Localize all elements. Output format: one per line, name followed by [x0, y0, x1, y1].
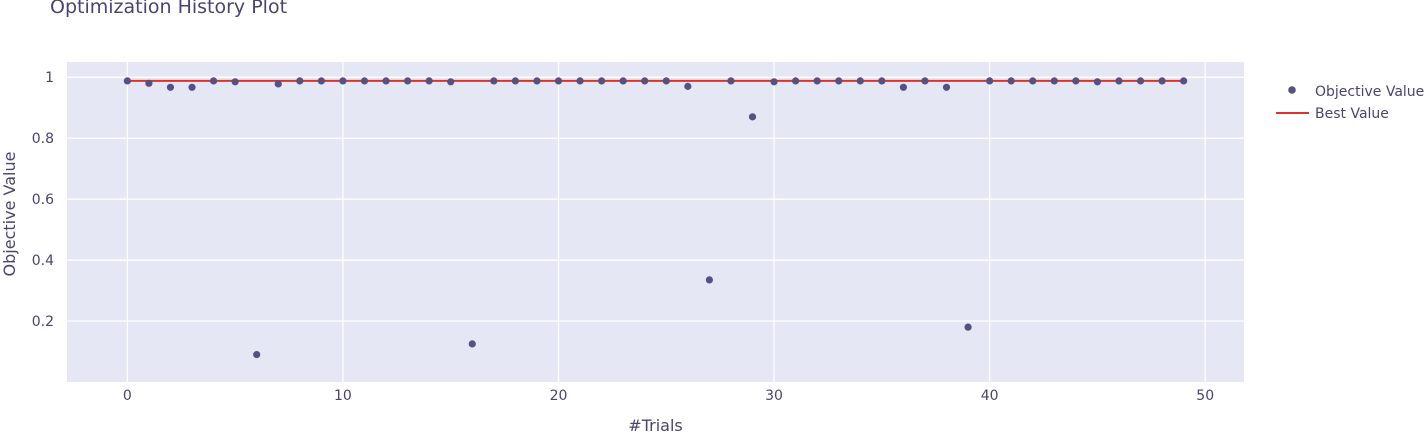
- objective-value-point[interactable]: [1007, 77, 1015, 85]
- objective-value-point[interactable]: [360, 77, 369, 85]
- y-tick-label: 0.4: [32, 253, 54, 269]
- objective-value-point[interactable]: [447, 78, 455, 86]
- objective-value-point[interactable]: [835, 77, 843, 85]
- objective-value-point[interactable]: [231, 78, 239, 86]
- legend-label-objective-value: Objective Value: [1315, 84, 1424, 100]
- x-tick-label: 10: [334, 388, 352, 404]
- objective-value-point[interactable]: [425, 77, 433, 85]
- objective-value-point[interactable]: [662, 77, 670, 85]
- objective-value-point[interactable]: [339, 77, 347, 85]
- objective-value-point[interactable]: [317, 77, 325, 85]
- objective-value-point[interactable]: [166, 83, 175, 91]
- legend-marker-dot: [1288, 86, 1296, 94]
- objective-value-point[interactable]: [1050, 77, 1058, 85]
- objective-value-point[interactable]: [1115, 77, 1123, 85]
- objective-value-point[interactable]: [188, 83, 196, 91]
- objective-value-point[interactable]: [576, 77, 584, 85]
- y-tick-label: 0.8: [32, 131, 54, 147]
- legend-item-objective-value[interactable]: Objective Value: [1288, 84, 1424, 100]
- y-tick-label: 0.6: [32, 192, 54, 208]
- objective-value-point[interactable]: [748, 113, 757, 121]
- legend[interactable]: Objective Value Best Value: [1276, 84, 1424, 122]
- x-tick-label: 30: [765, 388, 783, 404]
- chart-title: Optimization History Plot: [50, 0, 288, 18]
- y-axis-label: Objective Value: [0, 152, 19, 277]
- x-axis-label: #Trials: [628, 416, 682, 434]
- objective-value-point[interactable]: [942, 83, 951, 91]
- grid-lines: [67, 62, 1244, 382]
- objective-value-point[interactable]: [382, 77, 390, 85]
- objective-value-point[interactable]: [533, 77, 541, 85]
- plot-area: [67, 62, 1244, 382]
- objective-value-point[interactable]: [1072, 77, 1080, 85]
- objective-value-point[interactable]: [403, 77, 412, 85]
- objective-value-point[interactable]: [684, 82, 692, 90]
- objective-value-point[interactable]: [209, 77, 218, 85]
- objective-value-point[interactable]: [921, 77, 929, 85]
- objective-value-point[interactable]: [705, 276, 713, 284]
- x-tick-label: 40: [981, 388, 999, 404]
- objective-value-point[interactable]: [1136, 77, 1145, 85]
- objective-value-point[interactable]: [856, 77, 864, 85]
- objective-value-point[interactable]: [511, 77, 519, 85]
- y-tick-label: 1: [45, 70, 54, 86]
- objective-value-point[interactable]: [1180, 77, 1188, 85]
- objective-value-point[interactable]: [878, 77, 886, 85]
- objective-value-point[interactable]: [619, 77, 627, 85]
- objective-value-point[interactable]: [274, 80, 282, 88]
- objective-value-point[interactable]: [964, 323, 972, 331]
- objective-value-point[interactable]: [145, 79, 153, 87]
- objective-value-point[interactable]: [598, 77, 606, 85]
- objective-value-point[interactable]: [253, 350, 261, 359]
- objective-value-point[interactable]: [1158, 77, 1166, 85]
- objective-value-point[interactable]: [554, 77, 563, 85]
- legend-label-best-value: Best Value: [1315, 106, 1389, 122]
- objective-value-point[interactable]: [490, 77, 498, 85]
- tick-labels: 0 10 20 30 40 50 0.2 0.4 0.6 0.8 1: [32, 70, 1214, 404]
- x-tick-label: 0: [123, 388, 132, 404]
- objective-value-point[interactable]: [1029, 77, 1037, 85]
- objective-value-point[interactable]: [468, 340, 476, 348]
- x-tick-label: 20: [550, 388, 568, 404]
- objective-value-point[interactable]: [813, 77, 821, 85]
- objective-value-point[interactable]: [792, 77, 800, 85]
- y-tick-label: 0.2: [32, 314, 54, 330]
- objective-value-point[interactable]: [123, 77, 131, 85]
- objective-value-point[interactable]: [899, 83, 908, 91]
- objective-value-point[interactable]: [770, 78, 778, 86]
- objective-value-point[interactable]: [641, 77, 649, 85]
- objective-value-point[interactable]: [1093, 78, 1102, 86]
- objective-value-point[interactable]: [727, 77, 735, 85]
- legend-item-best-value[interactable]: Best Value: [1276, 106, 1389, 122]
- objective-value-point[interactable]: [986, 77, 994, 85]
- objective-points: [123, 77, 1188, 359]
- objective-value-point[interactable]: [296, 77, 304, 85]
- x-tick-label: 50: [1196, 388, 1214, 404]
